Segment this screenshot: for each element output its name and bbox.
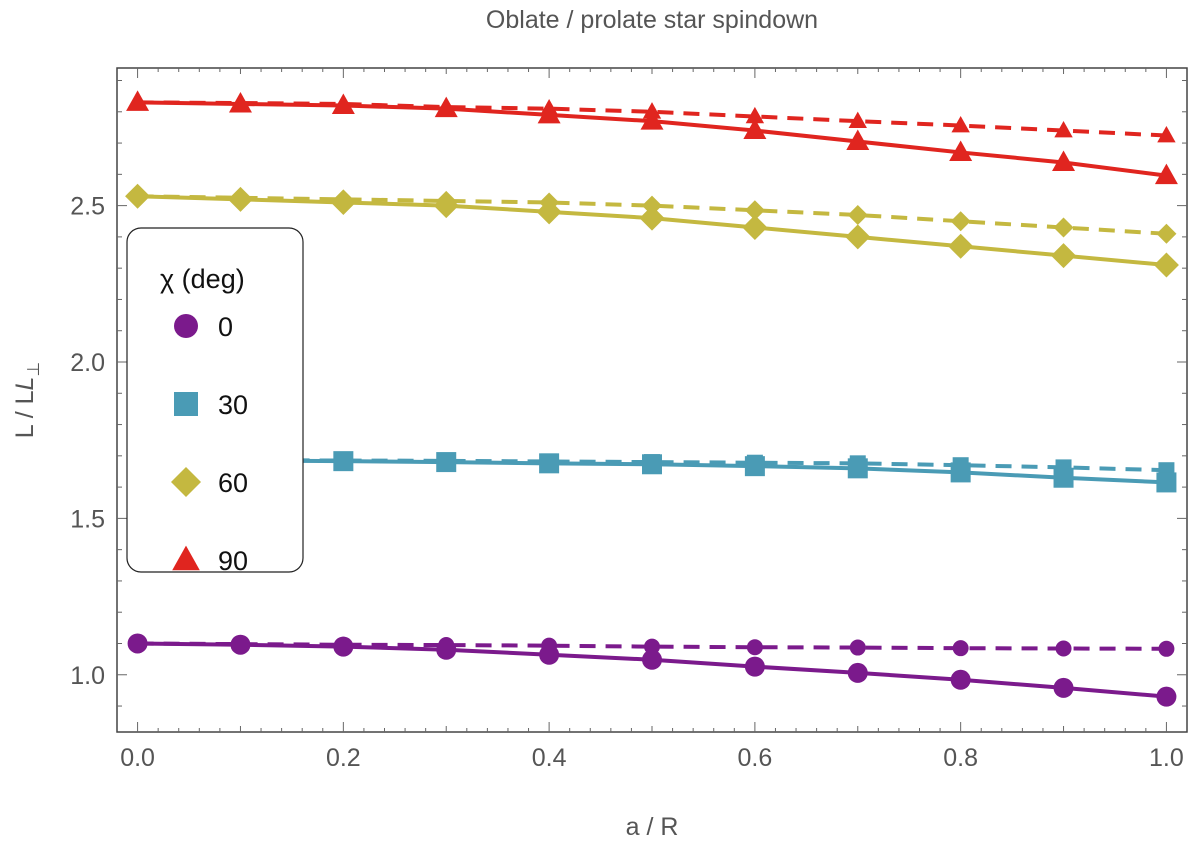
x-tick-label: 0.2 — [326, 744, 361, 772]
series-30-solid-point — [950, 462, 971, 483]
series-0-solid-point — [436, 639, 457, 660]
series-90-solid-point — [228, 91, 252, 113]
series-60-solid-point — [845, 224, 871, 250]
series-0-solid-point — [333, 636, 354, 657]
series-30-solid-point — [333, 451, 354, 472]
series-60-solid-point — [330, 189, 356, 215]
series-30-solid-point — [1156, 472, 1177, 493]
series-60-solid-point — [125, 183, 151, 209]
legend-title: χ (deg) — [160, 264, 245, 294]
series-90-solid-point — [640, 109, 664, 130]
series-90-solid-point — [434, 96, 458, 118]
y-tick-label: 1.5 — [70, 505, 105, 533]
series-0-solid-point — [127, 633, 148, 654]
series-0-solid-point — [744, 656, 765, 677]
y-axis-label-subscript: ⊥ — [24, 362, 43, 377]
series-60-solid-point — [227, 186, 253, 212]
series-60-dashed-point — [847, 204, 868, 225]
series-90-dashed-point — [1157, 125, 1176, 143]
y-tick-label: 2.5 — [70, 193, 105, 221]
y-axis-label-text: L / L — [11, 390, 39, 438]
series-60-solid-point — [639, 205, 665, 231]
series-90-solid-point — [1052, 150, 1076, 171]
series-0-dashed-point — [1158, 640, 1175, 657]
series-0-solid-point — [847, 662, 868, 683]
legend-marker-0 — [174, 314, 198, 338]
series-30-solid-point — [539, 453, 560, 474]
legend-box — [126, 227, 304, 573]
legend-label-90: 90 — [218, 546, 248, 576]
series-90-solid-point — [743, 118, 767, 140]
series-60-solid-point — [948, 233, 974, 259]
x-tick-label: 0.0 — [120, 744, 155, 772]
series-0-solid-point — [230, 634, 251, 655]
series-60-solid-point — [1051, 243, 1077, 269]
y-tick-label: 1.0 — [70, 662, 105, 690]
series-0-dashed-point — [746, 639, 763, 656]
series-60-dashed-point — [1156, 223, 1177, 244]
series-0-dashed-point — [1055, 640, 1072, 657]
series-30-solid-point — [1053, 467, 1074, 488]
series-90-dashed-point — [1054, 120, 1073, 138]
series-0-solid-point — [539, 644, 560, 665]
series-0-solid-point — [1156, 686, 1177, 707]
series-60-dashed-line — [137, 194, 1167, 236]
series-0-dashed-point — [849, 639, 866, 656]
series-0-solid-point — [950, 669, 971, 690]
series-0-dashed-point — [952, 640, 969, 657]
legend-label-0: 0 — [218, 312, 233, 342]
series-0-solid-point — [642, 649, 662, 670]
series-60-dashed-point — [1053, 217, 1074, 238]
x-tick-label: 0.6 — [738, 744, 773, 772]
x-tick-label: 0.4 — [532, 744, 567, 772]
series-30-solid-point — [847, 458, 868, 479]
series-90-solid-point — [537, 102, 561, 124]
svg-text:L / LL⊥: L / LL⊥ — [11, 362, 43, 438]
series-90-solid-point — [331, 93, 355, 115]
series-90-solid-point — [846, 129, 870, 150]
series-60-dashed-point — [642, 195, 662, 216]
series-60-solid-point — [742, 215, 768, 241]
series-60-dashed-point — [744, 200, 765, 221]
y-tick-label: 2.0 — [70, 349, 105, 377]
series-30-solid-point — [436, 452, 457, 473]
series-90-solid-point — [949, 140, 973, 161]
legend-marker-90 — [172, 545, 200, 571]
series-60-solid-point — [1153, 252, 1179, 278]
legend: χ (deg) 0 30 60 90 — [126, 227, 304, 576]
legend-marker-30 — [174, 392, 198, 416]
series-30-solid-point — [642, 454, 662, 475]
series-90-dashed-point — [951, 115, 970, 133]
series-60-solid-point — [536, 199, 562, 225]
chart-title: Oblate / prolate star spindown — [486, 6, 818, 34]
y-axis-label: L / LL⊥ — [11, 362, 43, 438]
series-90-solid-point — [1154, 163, 1178, 185]
series-60-solid-point — [433, 193, 459, 219]
series-30-solid-point — [744, 456, 765, 477]
series-90-dashed-point — [745, 106, 765, 124]
x-axis-label: a / R — [626, 813, 679, 841]
series-60-dashed-point — [950, 211, 971, 232]
x-tick-label: 0.8 — [943, 744, 978, 772]
x-tick-label: 1.0 — [1149, 744, 1184, 772]
legend-marker-60 — [171, 467, 201, 497]
legend-label-60: 60 — [218, 468, 248, 498]
series-90-dashed-point — [848, 111, 867, 128]
legend-label-30: 30 — [218, 390, 248, 420]
series-90-solid-point — [126, 90, 150, 111]
series-0-solid-point — [1053, 677, 1074, 698]
